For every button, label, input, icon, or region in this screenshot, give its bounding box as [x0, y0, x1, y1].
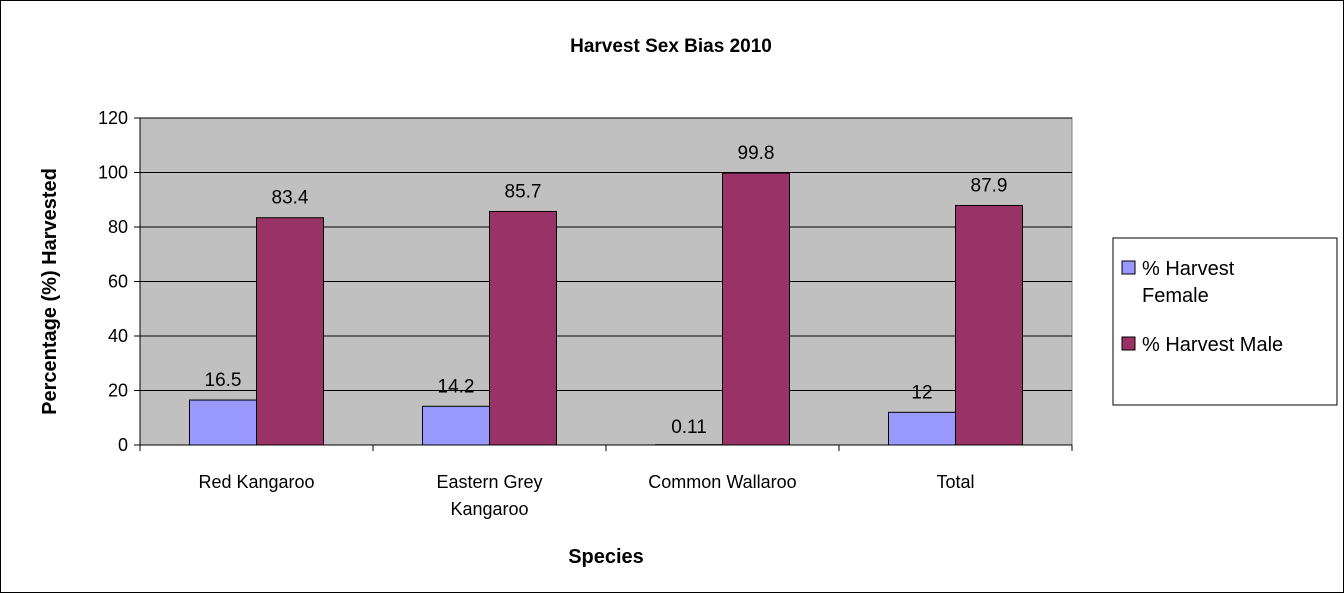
legend-label: % Harvest Male — [1142, 334, 1283, 356]
data-label: 87.9 — [971, 175, 1008, 196]
y-tick-label: 0 — [118, 435, 128, 455]
legend-swatch — [1121, 336, 1136, 351]
data-label: 12 — [911, 382, 932, 403]
data-label: 14.2 — [438, 376, 475, 397]
x-category-label: Red Kangaroo — [198, 472, 314, 492]
bar — [722, 172, 790, 446]
legend-swatch — [1121, 260, 1136, 275]
data-label: 99.8 — [738, 143, 775, 164]
data-label: 0.11 — [671, 417, 707, 438]
y-axis-title: Percentage (%) Harvested — [39, 168, 61, 415]
x-category-label: Common Wallaroo — [648, 472, 796, 492]
bar — [888, 411, 956, 446]
legend-label: Female — [1142, 285, 1209, 307]
bar — [489, 210, 557, 446]
y-tick-label: 60 — [108, 272, 128, 292]
x-category-label: Eastern Grey — [436, 472, 542, 492]
legend-label: % Harvest — [1142, 258, 1235, 280]
legend-box — [1112, 237, 1338, 406]
bar — [189, 399, 257, 446]
chart-title: Harvest Sex Bias 2010 — [570, 36, 772, 57]
data-label: 83.4 — [272, 188, 309, 209]
x-category-label: Kangaroo — [450, 499, 528, 519]
y-tick-label: 100 — [98, 163, 128, 183]
data-label: 85.7 — [505, 181, 542, 202]
bar — [256, 217, 324, 446]
bar — [422, 405, 490, 446]
x-axis-title: Species — [568, 546, 644, 568]
bar — [955, 204, 1023, 446]
y-tick-label: 20 — [108, 381, 128, 401]
data-label: 16.5 — [205, 370, 242, 391]
x-category-label: Total — [936, 472, 974, 492]
y-tick-label: 120 — [98, 108, 128, 128]
y-tick-label: 80 — [108, 217, 128, 237]
y-tick-label: 40 — [108, 326, 128, 346]
